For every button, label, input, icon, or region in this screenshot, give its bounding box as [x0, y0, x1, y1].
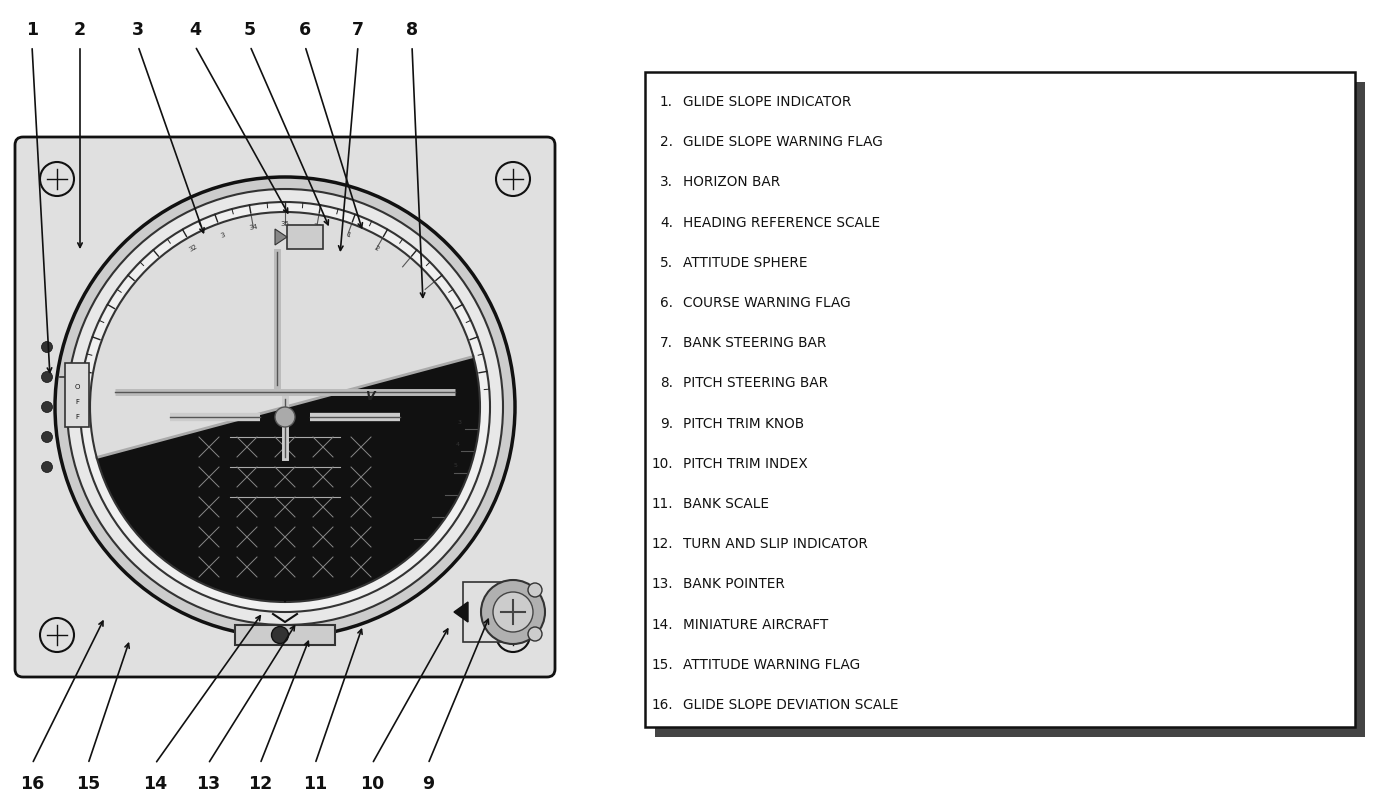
Text: 16: 16 — [20, 775, 45, 793]
Circle shape — [482, 580, 545, 644]
Text: F: F — [76, 414, 78, 420]
FancyBboxPatch shape — [15, 137, 554, 677]
Circle shape — [493, 592, 533, 632]
Text: 13: 13 — [196, 775, 220, 793]
Text: 5: 5 — [244, 21, 256, 39]
Text: 16.: 16. — [651, 698, 673, 712]
Bar — [64, 363, 90, 427]
Text: TURN AND SLIP INDICATOR: TURN AND SLIP INDICATOR — [683, 537, 868, 551]
Text: 4: 4 — [189, 21, 202, 39]
Text: GLIDE SLOPE INDICATOR: GLIDE SLOPE INDICATOR — [683, 95, 851, 109]
Text: 15: 15 — [76, 775, 101, 793]
Text: 12.: 12. — [651, 537, 673, 551]
Circle shape — [496, 162, 531, 196]
Circle shape — [496, 618, 531, 652]
Text: 14.: 14. — [651, 618, 673, 632]
Text: 2: 2 — [74, 21, 85, 39]
Text: GLIDE SLOPE DEVIATION SCALE: GLIDE SLOPE DEVIATION SCALE — [683, 698, 899, 712]
Text: V: V — [365, 391, 375, 403]
Text: 11.: 11. — [651, 497, 673, 511]
Text: 14: 14 — [143, 775, 167, 793]
Text: BANK POINTER: BANK POINTER — [683, 577, 785, 591]
Bar — [235, 625, 335, 645]
Text: 15.: 15. — [651, 658, 673, 672]
Text: 5: 5 — [454, 464, 458, 468]
Text: 3: 3 — [132, 21, 144, 39]
Text: COURSE WARNING FLAG: COURSE WARNING FLAG — [683, 296, 851, 310]
Text: ATTITUDE WARNING FLAG: ATTITUDE WARNING FLAG — [683, 658, 860, 672]
Text: MINIATURE AIRCRAFT: MINIATURE AIRCRAFT — [683, 618, 829, 632]
Bar — [655, 82, 1365, 737]
Circle shape — [42, 461, 53, 472]
Text: 9.: 9. — [659, 416, 673, 431]
Text: PITCH STEERING BAR: PITCH STEERING BAR — [683, 376, 829, 391]
Circle shape — [67, 189, 503, 625]
Text: 6.: 6. — [659, 296, 673, 310]
Text: 12: 12 — [248, 775, 272, 793]
Circle shape — [272, 626, 288, 643]
Circle shape — [528, 583, 542, 597]
Text: 4: 4 — [456, 441, 461, 447]
Text: 35: 35 — [280, 221, 290, 227]
Text: 3.: 3. — [659, 176, 673, 189]
Text: 7: 7 — [351, 21, 364, 39]
Text: 36: 36 — [312, 223, 322, 230]
Text: 2.: 2. — [659, 136, 673, 149]
Text: 9: 9 — [421, 775, 434, 793]
Text: 34: 34 — [248, 223, 258, 230]
Text: 8: 8 — [406, 21, 419, 39]
Polygon shape — [274, 580, 295, 602]
Text: ATTITUDE SPHERE: ATTITUDE SPHERE — [683, 256, 808, 269]
Circle shape — [41, 162, 74, 196]
Text: HORIZON BAR: HORIZON BAR — [683, 176, 780, 189]
Circle shape — [42, 431, 53, 443]
Text: HEADING REFERENCE SCALE: HEADING REFERENCE SCALE — [683, 216, 881, 229]
Text: F: F — [76, 399, 78, 405]
Circle shape — [42, 371, 53, 383]
Text: 11: 11 — [302, 775, 328, 793]
Circle shape — [55, 177, 515, 637]
Text: PITCH TRIM INDEX: PITCH TRIM INDEX — [683, 457, 808, 471]
Text: BANK SCALE: BANK SCALE — [683, 497, 769, 511]
Text: PITCH TRIM KNOB: PITCH TRIM KNOB — [683, 416, 804, 431]
Circle shape — [80, 202, 490, 612]
Polygon shape — [454, 602, 468, 622]
Bar — [645, 72, 1355, 727]
Text: 3: 3 — [458, 419, 462, 424]
Circle shape — [274, 407, 295, 427]
Text: 8.: 8. — [659, 376, 673, 391]
Circle shape — [42, 402, 53, 412]
Text: 13.: 13. — [651, 577, 673, 591]
Wedge shape — [97, 357, 480, 602]
Text: 5.: 5. — [659, 256, 673, 269]
Polygon shape — [274, 229, 287, 245]
Text: 1.: 1. — [659, 95, 673, 109]
Text: 10: 10 — [360, 775, 384, 793]
Circle shape — [42, 342, 53, 353]
Text: GLIDE SLOPE WARNING FLAG: GLIDE SLOPE WARNING FLAG — [683, 136, 883, 149]
Text: 6: 6 — [300, 21, 311, 39]
Text: 7.: 7. — [659, 336, 673, 350]
Text: 4.: 4. — [659, 216, 673, 229]
Text: O: O — [74, 384, 80, 390]
Text: BANK STEERING BAR: BANK STEERING BAR — [683, 336, 826, 350]
Text: 1: 1 — [27, 21, 38, 39]
Text: 2: 2 — [374, 245, 379, 252]
Bar — [463, 582, 524, 642]
Circle shape — [528, 627, 542, 641]
Text: 32: 32 — [188, 244, 199, 253]
Text: 1: 1 — [344, 232, 351, 239]
Text: 3: 3 — [220, 232, 225, 239]
Text: 10.: 10. — [651, 457, 673, 471]
Circle shape — [41, 618, 74, 652]
Wedge shape — [90, 212, 473, 457]
Bar — [287, 225, 323, 249]
